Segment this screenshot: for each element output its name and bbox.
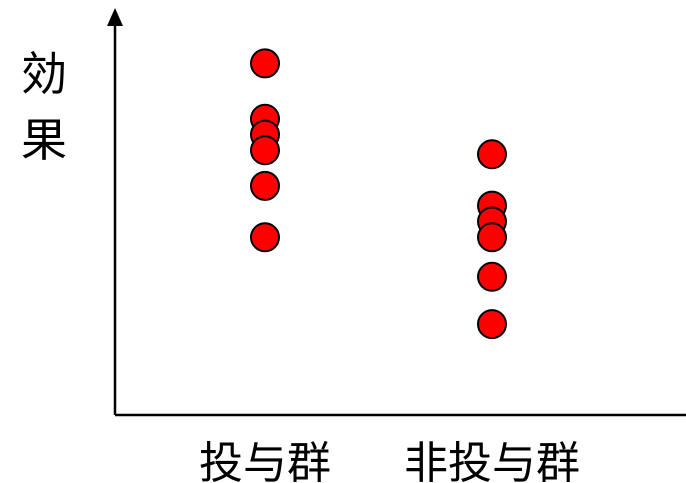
- data-point: [477, 261, 507, 292]
- data-point: [477, 309, 507, 340]
- category-label: 非投与群: [404, 438, 580, 483]
- data-points: [250, 48, 507, 340]
- category-label: 投与群: [199, 438, 331, 483]
- data-point: [250, 222, 280, 253]
- data-point: [477, 139, 507, 170]
- category-labels: 投与群 非投与群: [199, 438, 580, 483]
- data-point: [250, 135, 280, 166]
- y-axis-label-char: 果: [21, 113, 67, 167]
- y-axis-label-char: 効: [21, 47, 67, 101]
- data-point: [250, 170, 280, 201]
- data-point: [477, 222, 507, 253]
- y-axis-label: 効果: [21, 47, 67, 167]
- data-point: [250, 48, 280, 79]
- axes: [107, 8, 686, 417]
- y-axis-arrow: [107, 8, 123, 26]
